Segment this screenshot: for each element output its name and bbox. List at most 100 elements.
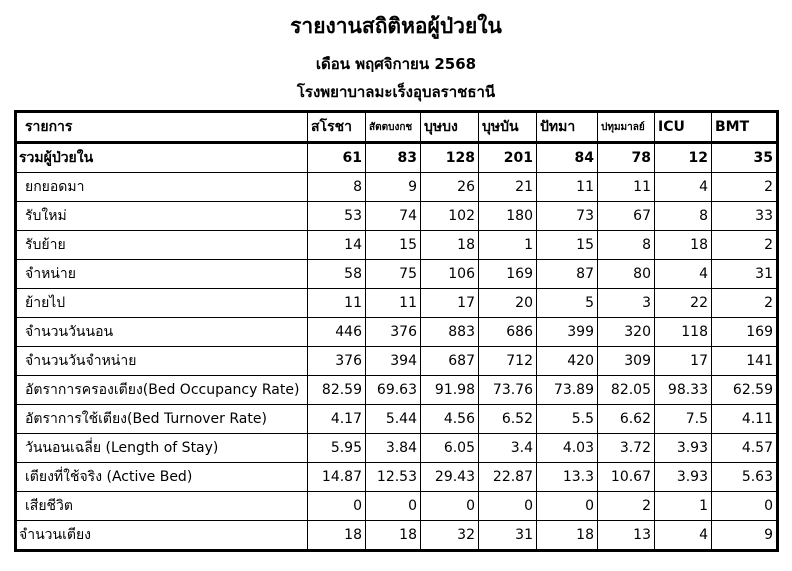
cell-value: 75 bbox=[365, 259, 421, 289]
cell-value: 18 bbox=[365, 520, 421, 551]
cell-value: 4.03 bbox=[536, 433, 598, 463]
cell-value: 62.59 bbox=[711, 375, 778, 405]
cell-value: 0 bbox=[536, 491, 598, 521]
cell-value: 3 bbox=[597, 288, 655, 318]
row-label: เตียงที่ใช้จริง (Active Bed) bbox=[15, 462, 308, 492]
cell-value: 446 bbox=[307, 317, 366, 347]
row-label: อัตราการใช้เตียง(Bed Turnover Rate) bbox=[15, 404, 308, 434]
cell-value: 22 bbox=[654, 288, 712, 318]
cell-value: 3.93 bbox=[654, 462, 712, 492]
cell-value: 74 bbox=[365, 201, 421, 231]
cell-value: 73.76 bbox=[478, 375, 537, 405]
cell-value: 394 bbox=[365, 346, 421, 376]
column-header: ปทุมมาลย์ bbox=[597, 111, 655, 144]
column-header: บุษบัน bbox=[478, 111, 537, 144]
row-label: อัตราการครองเตียง(Bed Occupancy Rate) bbox=[15, 375, 308, 405]
cell-value: 8 bbox=[307, 172, 366, 202]
cell-value: 169 bbox=[711, 317, 778, 347]
column-header: ปัทมา bbox=[536, 111, 598, 144]
cell-value: 73 bbox=[536, 201, 598, 231]
cell-value: 376 bbox=[307, 346, 366, 376]
cell-value: 5.63 bbox=[711, 462, 778, 492]
cell-value: 98.33 bbox=[654, 375, 712, 405]
cell-value: 4 bbox=[654, 172, 712, 202]
row-label: รับย้าย bbox=[15, 230, 308, 260]
row-label: เสียชีวิต bbox=[15, 491, 308, 521]
cell-value: 141 bbox=[711, 346, 778, 376]
cell-value: 11 bbox=[365, 288, 421, 318]
table-row: อัตราการใช้เตียง(Bed Turnover Rate) 4.17 5… bbox=[15, 404, 778, 434]
cell-value: 21 bbox=[478, 172, 537, 202]
cell-value: 0 bbox=[365, 491, 421, 521]
cell-value: 17 bbox=[654, 346, 712, 376]
cell-value: 6.05 bbox=[420, 433, 479, 463]
table-row: จำนวนวันนอน 446 376 883 686 399 320 118 169 bbox=[15, 317, 778, 347]
cell-value: 73.89 bbox=[536, 375, 598, 405]
column-header: สโรชา bbox=[307, 111, 366, 144]
cell-value: 4.17 bbox=[307, 404, 366, 434]
cell-value: 1 bbox=[654, 491, 712, 521]
cell-value: 5.44 bbox=[365, 404, 421, 434]
table-row: วันนอนเฉลี่ย (Length of Stay) 5.95 3.84 6.0… bbox=[15, 433, 778, 463]
cell-value: 18 bbox=[536, 520, 598, 551]
column-header: BMT bbox=[711, 111, 778, 144]
cell-value: 78 bbox=[597, 142, 655, 173]
row-label: รับใหม่ bbox=[15, 201, 308, 231]
cell-value: 420 bbox=[536, 346, 598, 376]
cell-value: 2 bbox=[711, 288, 778, 318]
cell-value: 20 bbox=[478, 288, 537, 318]
row-label: จำนวนเตียง bbox=[15, 520, 308, 551]
cell-value: 69.63 bbox=[365, 375, 421, 405]
table-row: เสียชีวิต 0 0 0 0 0 2 1 0 bbox=[15, 491, 778, 521]
cell-value: 5.5 bbox=[536, 404, 598, 434]
cell-value: 201 bbox=[478, 142, 537, 173]
cell-value: 0 bbox=[307, 491, 366, 521]
cell-value: 106 bbox=[420, 259, 479, 289]
table-row: จำหน่าย 58 75 106 169 87 80 4 31 bbox=[15, 259, 778, 289]
cell-value: 3.4 bbox=[478, 433, 537, 463]
table-row: รับย้าย 14 15 18 1 15 8 18 2 bbox=[15, 230, 778, 260]
cell-value: 180 bbox=[478, 201, 537, 231]
cell-value: 3.84 bbox=[365, 433, 421, 463]
cell-value: 686 bbox=[478, 317, 537, 347]
cell-value: 82.59 bbox=[307, 375, 366, 405]
cell-value: 12 bbox=[654, 142, 712, 173]
cell-value: 13 bbox=[597, 520, 655, 551]
cell-value: 58 bbox=[307, 259, 366, 289]
cell-value: 4 bbox=[654, 520, 712, 551]
cell-value: 6.52 bbox=[478, 404, 537, 434]
column-header: สัตตบงกช bbox=[365, 111, 421, 144]
cell-value: 17 bbox=[420, 288, 479, 318]
cell-value: 399 bbox=[536, 317, 598, 347]
cell-value: 67 bbox=[597, 201, 655, 231]
cell-value: 0 bbox=[420, 491, 479, 521]
cell-value: 14 bbox=[307, 230, 366, 260]
cell-value: 11 bbox=[597, 172, 655, 202]
cell-value: 26 bbox=[420, 172, 479, 202]
cell-value: 84 bbox=[536, 142, 598, 173]
cell-value: 29.43 bbox=[420, 462, 479, 492]
row-label: ยกยอดมา bbox=[15, 172, 308, 202]
cell-value: 35 bbox=[711, 142, 778, 173]
cell-value: 15 bbox=[365, 230, 421, 260]
cell-value: 376 bbox=[365, 317, 421, 347]
cell-value: 14.87 bbox=[307, 462, 366, 492]
row-label: รวมผู้ป่วยใน bbox=[15, 142, 308, 173]
cell-value: 31 bbox=[478, 520, 537, 551]
cell-value: 2 bbox=[597, 491, 655, 521]
cell-value: 13.3 bbox=[536, 462, 598, 492]
cell-value: 80 bbox=[597, 259, 655, 289]
table-row: จำนวนวันจำหน่าย 376 394 687 712 420 309 17 141 bbox=[15, 346, 778, 376]
cell-value: 2 bbox=[711, 230, 778, 260]
table-row: จำนวนเตียง 18 18 32 31 18 13 4 9 bbox=[15, 520, 778, 551]
cell-value: 83 bbox=[365, 142, 421, 173]
cell-value: 128 bbox=[420, 142, 479, 173]
cell-value: 0 bbox=[711, 491, 778, 521]
header-label: รายการ bbox=[15, 111, 308, 144]
cell-value: 169 bbox=[478, 259, 537, 289]
row-label: วันนอนเฉลี่ย (Length of Stay) bbox=[15, 433, 308, 463]
cell-value: 309 bbox=[597, 346, 655, 376]
cell-value: 5 bbox=[536, 288, 598, 318]
cell-value: 87 bbox=[536, 259, 598, 289]
cell-value: 9 bbox=[711, 520, 778, 551]
